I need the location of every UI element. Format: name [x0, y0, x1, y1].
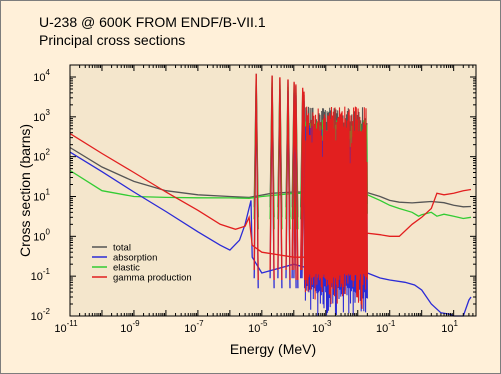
resonance-spike-gamma-production	[300, 87, 306, 281]
x-tick-label: 101	[441, 319, 458, 335]
axes-layer: 10-11 10-9 10-7 10-5 10-3 10-1 101 10-2 10-1 100 1…	[31, 64, 477, 335]
series-line-elastic	[69, 169, 472, 220]
x-tick-label: 10-7	[184, 319, 204, 335]
x-tick-label: 10-9	[120, 319, 140, 335]
resonance-spike-gamma-production	[277, 77, 283, 281]
chart-subtitle: Principal cross sections	[39, 32, 186, 48]
x-axis-label: Energy (MeV)	[230, 341, 316, 357]
legend-label: absorption	[113, 253, 157, 264]
chart-title: U-238 @ 600K FROM ENDF/B-VII.1	[39, 14, 266, 30]
y-tick-label: 104	[33, 68, 50, 84]
y-tick-label: 100	[33, 227, 50, 243]
plot-frame	[69, 64, 477, 317]
x-tick-label: 10-1	[376, 319, 396, 335]
x-tick-label: 10-5	[248, 319, 268, 335]
x-tick-label: 10-3	[312, 319, 332, 335]
resonance-spike-gamma-production	[291, 81, 297, 281]
series-layer	[69, 73, 472, 317]
y-tick-label: 10-1	[31, 267, 51, 283]
y-tick-label: 102	[33, 148, 50, 164]
resonance-spike-gamma-production	[285, 79, 291, 281]
resonance-spike-gamma-production	[269, 75, 275, 281]
y-axis-label: Cross section (barns)	[17, 124, 33, 257]
legend-label: elastic	[113, 263, 140, 274]
x-tick-label: 10-11	[54, 319, 78, 335]
y-tick-label: 10-2	[31, 307, 51, 323]
legend-label: gamma production	[113, 273, 192, 284]
y-tick-label: 101	[33, 187, 50, 203]
legend-label: total	[113, 243, 131, 254]
resonance-spike-gamma-production	[293, 84, 299, 281]
y-tick-label: 103	[33, 108, 50, 124]
resonance-spike-gamma-production	[253, 73, 259, 281]
resonance-region-gamma-production	[304, 106, 368, 309]
